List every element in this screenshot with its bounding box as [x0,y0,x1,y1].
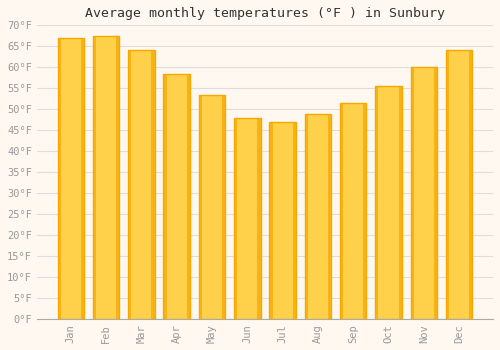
Bar [116,36,119,320]
Bar [164,74,190,320]
Bar [469,50,472,320]
Bar [304,113,331,320]
Bar [152,50,154,320]
Bar [234,118,237,320]
Bar [234,118,260,320]
Bar [446,50,472,320]
Bar [164,74,166,320]
Bar [93,36,96,320]
Bar [292,122,296,320]
Bar [398,86,402,320]
Bar [186,74,190,320]
Bar [328,113,331,320]
Bar [258,118,260,320]
Bar [93,36,120,320]
Bar [340,103,343,320]
Title: Average monthly temperatures (°F ) in Sunbury: Average monthly temperatures (°F ) in Su… [85,7,445,20]
Bar [198,94,225,320]
Bar [363,103,366,320]
Bar [198,94,202,320]
Bar [340,103,366,320]
Bar [375,86,402,320]
Bar [434,67,437,320]
Bar [410,67,437,320]
Bar [446,50,449,320]
Bar [270,122,272,320]
Bar [128,50,154,320]
Bar [270,122,296,320]
Bar [58,38,84,320]
Bar [304,113,308,320]
Bar [128,50,132,320]
Bar [58,38,60,320]
Bar [222,94,225,320]
Bar [375,86,378,320]
Bar [81,38,84,320]
Bar [410,67,414,320]
